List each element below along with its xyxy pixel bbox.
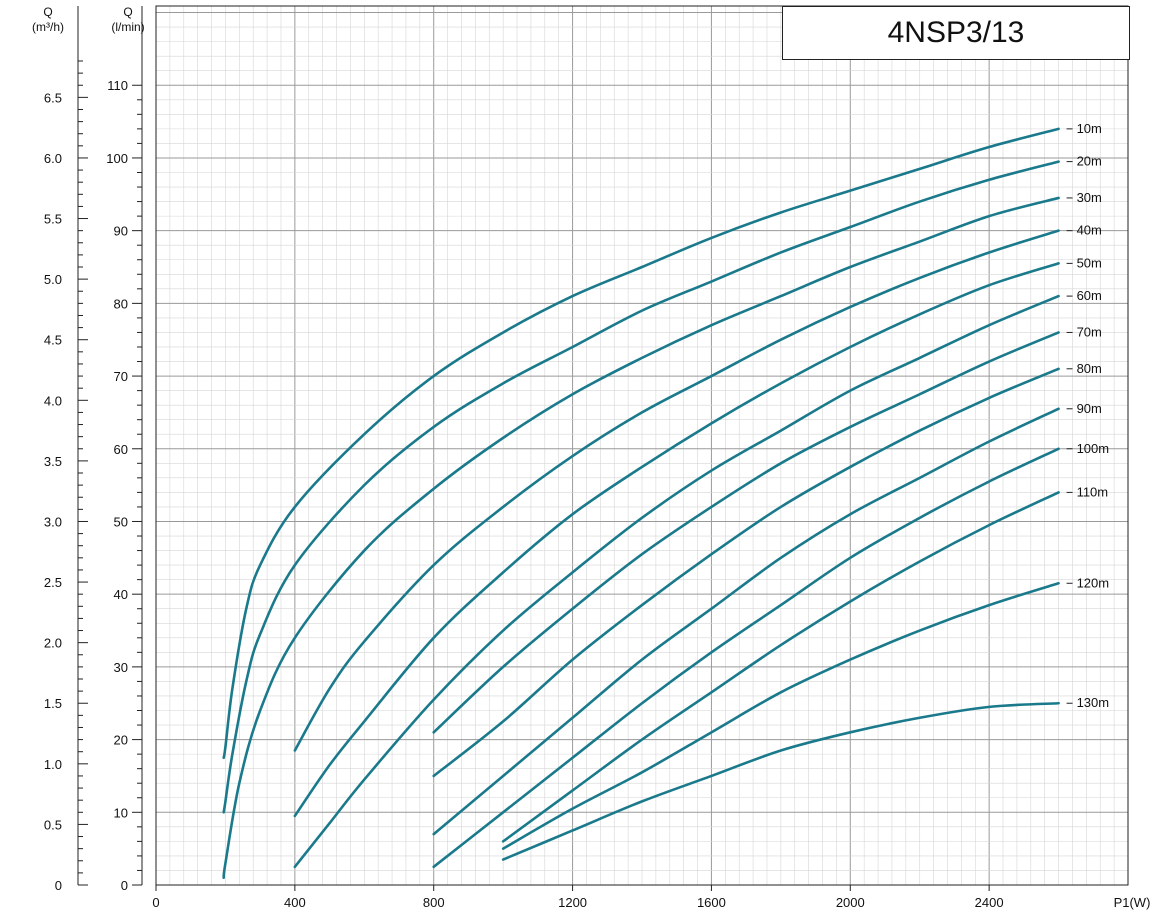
series-label-10m: 10m [1077, 121, 1102, 136]
m3h-axis-unit: (m³/h) [32, 20, 64, 34]
series-curve-90m [432, 407, 1060, 836]
lmin-tick-label: 110 [107, 78, 128, 93]
series-label-110m: 110m [1077, 484, 1109, 499]
series-label-100m: 100m [1077, 441, 1110, 456]
series-label-40m: 40m [1077, 223, 1102, 238]
series-curve-30m [222, 196, 1060, 880]
x-tick-label: 0 [152, 895, 159, 910]
series-curve-100m [432, 447, 1060, 869]
m3h-tick-label: 5.0 [44, 272, 62, 287]
series-label-130m: 130m [1077, 695, 1110, 710]
m3h-tick-label: 6.5 [44, 90, 62, 105]
m3h-tick-label: 6.0 [44, 151, 62, 166]
m3h-tick-label: 4.0 [44, 393, 62, 408]
series-curve-110m [501, 491, 1060, 843]
series-curve-120m [501, 581, 1060, 850]
lmin-axis-title: Q [123, 5, 132, 19]
series-curve-60m [293, 294, 1060, 869]
x-tick-label: 2000 [836, 895, 865, 910]
lmin-tick-label: 10 [114, 805, 128, 820]
series-label-70m: 70m [1077, 324, 1102, 339]
x-tick-label: 1600 [697, 895, 726, 910]
x-tick-label: 800 [423, 895, 445, 910]
series-curve-80m [432, 367, 1060, 778]
series-curve-40m [293, 229, 1060, 752]
series-label-30m: 30m [1077, 190, 1102, 205]
series-label-90m: 90m [1077, 401, 1102, 416]
lmin-tick-label: 100 [106, 151, 128, 166]
m3h-tick-label: 2.0 [44, 636, 62, 651]
lmin-tick-label: 50 [114, 514, 128, 529]
lmin-tick-label: 0 [121, 878, 128, 893]
series-curve-10m [222, 127, 1060, 760]
lmin-tick-label: 40 [114, 587, 128, 602]
series-curve-130m [501, 701, 1060, 861]
lmin-tick-label: 70 [114, 369, 128, 384]
x-tick-label: 2400 [975, 895, 1004, 910]
series-label-120m: 120m [1077, 575, 1110, 590]
m3h-tick-label: 2.5 [44, 575, 62, 590]
m3h-tick-label: 0 [55, 878, 62, 893]
x-tick-label: 1200 [558, 895, 587, 910]
m3h-tick-label: 3.5 [44, 454, 62, 469]
x-axis-label: P1(W) [1114, 895, 1151, 910]
chart-title: 4NSP3/13 [782, 6, 1130, 60]
series-label-80m: 80m [1077, 361, 1102, 376]
series-label-20m: 20m [1077, 154, 1102, 169]
lmin-tick-label: 90 [114, 224, 128, 239]
series-curve-70m [432, 331, 1060, 734]
lmin-axis-unit: (l/min) [111, 20, 144, 34]
m3h-tick-label: 1.0 [44, 757, 62, 772]
m3h-tick-label: 0.5 [44, 817, 62, 832]
series-label-60m: 60m [1077, 288, 1102, 303]
lmin-tick-label: 20 [114, 733, 128, 748]
lmin-tick-label: 80 [114, 296, 128, 311]
m3h-tick-label: 4.5 [44, 333, 62, 348]
m3h-tick-label: 5.5 [44, 212, 62, 227]
series-curve-20m [222, 160, 1060, 814]
series-label-50m: 50m [1077, 255, 1102, 270]
m3h-tick-label: 3.0 [44, 514, 62, 529]
x-tick-label: 400 [284, 895, 306, 910]
series-curve-50m [293, 262, 1060, 818]
plot-frame [155, 5, 1129, 886]
m3h-tick-label: 1.5 [44, 696, 62, 711]
lmin-tick-label: 30 [114, 660, 128, 675]
lmin-tick-label: 60 [114, 442, 128, 457]
m3h-axis-title: Q [43, 5, 52, 19]
